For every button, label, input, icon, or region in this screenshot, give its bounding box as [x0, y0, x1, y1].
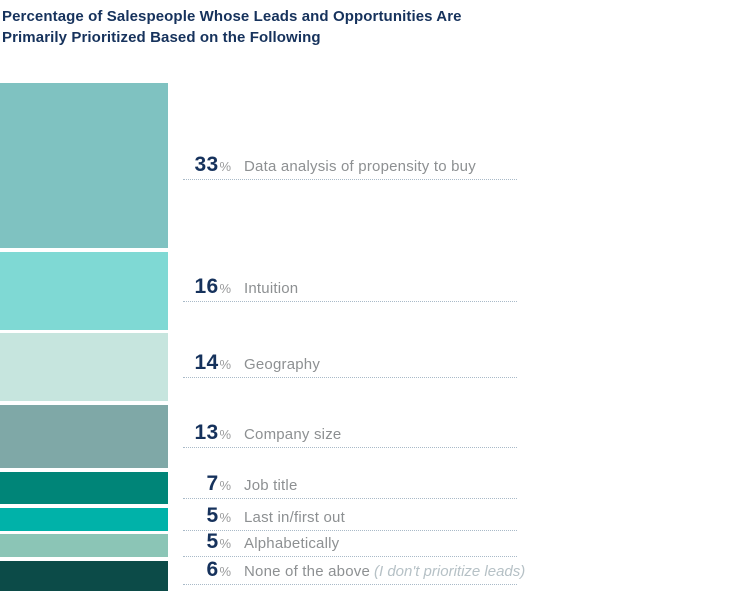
- label-row-alphabetically: 5% Alphabetically: [183, 529, 517, 557]
- bar-segment-alphabetically: [0, 534, 168, 557]
- chart-title-line-2: Primarily Prioritized Based on the Follo…: [2, 29, 321, 46]
- percent-symbol: %: [219, 478, 231, 493]
- bar-segment-job-title: [0, 472, 168, 504]
- percent-symbol: %: [219, 536, 231, 551]
- label-row-last-in-first-out: 5% Last in/first out: [183, 503, 517, 531]
- percent-number: 5: [206, 530, 219, 553]
- percent-symbol: %: [219, 357, 231, 372]
- percent-number: 13: [194, 421, 219, 444]
- category-label: None of the above: [244, 563, 370, 580]
- category-note: (I don't prioritize leads): [374, 563, 526, 580]
- percent-value: 5%: [183, 503, 231, 531]
- category-label: Company size: [244, 426, 342, 443]
- label-row-company-size: 13% Company size: [183, 420, 517, 448]
- percent-value: 14%: [183, 350, 231, 378]
- percent-number: 7: [206, 472, 219, 495]
- percent-symbol: %: [219, 510, 231, 525]
- label-row-none-of-the-above: 6% None of the above (I don't prioritize l…: [183, 557, 525, 585]
- percent-value: 13%: [183, 420, 231, 448]
- bar-segment-geography: [0, 333, 168, 401]
- bar-segment-intuition: [0, 252, 168, 330]
- stacked-bar: [0, 0, 168, 591]
- chart-title: Percentage of Salespeople Whose Leads an…: [2, 6, 462, 48]
- percent-value: 7%: [183, 471, 231, 499]
- category-label: Data analysis of propensity to buy: [244, 158, 476, 175]
- label-row-intuition: 16% Intuition: [183, 274, 517, 302]
- category-label: Job title: [244, 477, 298, 494]
- percent-value: 16%: [183, 274, 231, 302]
- label-row-geography: 14% Geography: [183, 350, 517, 378]
- percent-number: 6: [206, 558, 219, 581]
- percent-symbol: %: [219, 281, 231, 296]
- label-row-job-title: 7% Job title: [183, 471, 517, 499]
- percent-number: 33: [194, 153, 219, 176]
- category-label: Last in/first out: [244, 509, 345, 526]
- category-label: Geography: [244, 356, 321, 373]
- chart-title-line-1: Percentage of Salespeople Whose Leads an…: [2, 8, 462, 25]
- percent-number: 5: [206, 504, 219, 527]
- label-row-data-analysis: 33% Data analysis of propensity to buy: [183, 152, 517, 180]
- percent-value: 6%: [183, 557, 231, 585]
- category-label: Alphabetically: [244, 535, 340, 552]
- percent-number: 14: [194, 351, 219, 374]
- bar-segment-last-in-first-out: [0, 508, 168, 531]
- percent-value: 33%: [183, 152, 231, 180]
- category-label: Intuition: [244, 280, 299, 297]
- percent-number: 16: [194, 275, 219, 298]
- bar-segment-data-analysis: [0, 83, 168, 248]
- bar-segment-none-of-the-above: [0, 561, 168, 591]
- percent-value: 5%: [183, 529, 231, 557]
- bar-segment-company-size: [0, 405, 168, 468]
- percent-symbol: %: [219, 159, 231, 174]
- percent-symbol: %: [219, 427, 231, 442]
- percent-symbol: %: [219, 564, 231, 579]
